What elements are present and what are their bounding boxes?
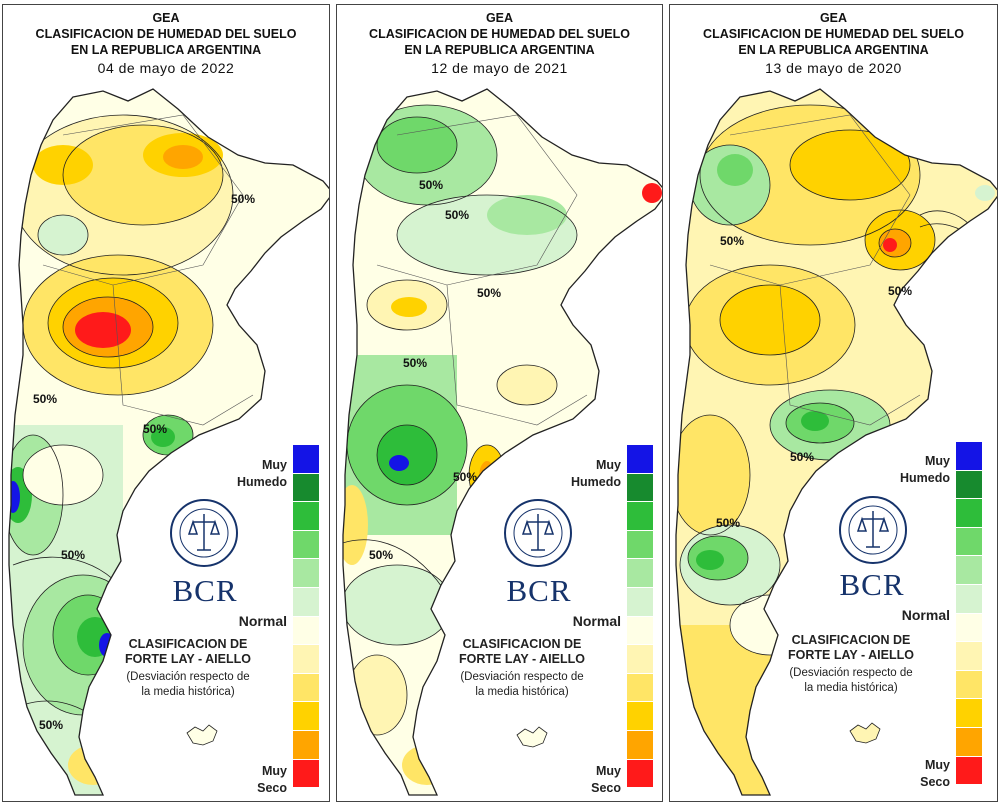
bcr-seal-icon xyxy=(504,499,572,567)
legend-swatch xyxy=(293,502,319,531)
legend-swatch xyxy=(627,530,653,560)
contour-label: 50% xyxy=(369,548,393,562)
map-header: GEA CLASIFICACION DE HUMEDAD DEL SUELO E… xyxy=(337,10,662,78)
malvinas-islands xyxy=(849,722,881,744)
legend-swatch xyxy=(627,759,653,789)
legend-swatch xyxy=(293,673,319,703)
legend-muy-seco: Muy Seco xyxy=(257,764,287,795)
legend-swatch xyxy=(627,673,653,703)
header-title: CLASIFICACION DE HUMEDAD DEL SUELO xyxy=(369,27,630,41)
legend-color-bar xyxy=(956,442,982,786)
map-panel-2020: 50% 50% 50% 50% GEA CLASIFICACION DE HUM… xyxy=(669,4,998,802)
legend-swatch xyxy=(956,556,982,585)
legend-swatch xyxy=(627,730,653,760)
legend-swatch xyxy=(627,587,653,617)
header-region: EN LA REPUBLICA ARGENTINA xyxy=(404,43,595,57)
legend-swatch xyxy=(293,530,319,560)
legend-swatch xyxy=(293,702,319,731)
legend-swatch xyxy=(956,699,982,728)
legend-swatch xyxy=(293,759,319,789)
legend-swatch xyxy=(293,473,319,503)
classification-note: CLASIFICACION DE FORTE LAY - AIELLO (Des… xyxy=(459,637,585,698)
header-region: EN LA REPUBLICA ARGENTINA xyxy=(738,43,929,57)
map-header: GEA CLASIFICACION DE HUMEDAD DEL SUELO E… xyxy=(3,10,329,78)
legend-color-bar xyxy=(293,445,319,789)
legend-swatch xyxy=(627,473,653,503)
legend-swatch xyxy=(293,730,319,760)
map-panel-2021: 50% 50% 50% 50% 50% 50% GEA CLASIFICACIO… xyxy=(336,4,663,802)
header-date: 12 de mayo de 2021 xyxy=(431,60,568,76)
legend-swatch xyxy=(956,642,982,671)
header-agency: GEA xyxy=(152,11,180,25)
legend-normal: Normal xyxy=(238,613,287,629)
legend-muy-humedo: Muy Humedo xyxy=(571,458,621,489)
classification-note: CLASIFICACION DE FORTE LAY - AIELLO (Des… xyxy=(125,637,251,698)
header-agency: GEA xyxy=(485,11,514,25)
legend-swatch xyxy=(956,527,982,557)
bcr-seal-icon xyxy=(839,496,907,564)
legend-swatch xyxy=(293,616,319,646)
header-date: 04 de mayo de 2022 xyxy=(97,60,235,76)
soil-moisture-map: 50% 50% 50% 50% xyxy=(675,88,997,796)
soil-moisture-map: 50% 50% 50% 50% 50% xyxy=(8,88,329,796)
contour-label: 50% xyxy=(477,286,501,300)
contour-label: 50% xyxy=(231,192,255,206)
legend-swatch xyxy=(627,502,653,531)
classification-note: CLASIFICACION DE FORTE LAY - AIELLO (Des… xyxy=(788,633,914,694)
contour-label: 50% xyxy=(453,470,477,484)
legend-swatch xyxy=(627,445,653,474)
legend-normal: Normal xyxy=(572,613,621,629)
legend-swatch xyxy=(956,670,982,700)
legend-swatch xyxy=(627,702,653,731)
bcr-seal-icon xyxy=(170,499,238,567)
legend-swatch xyxy=(293,587,319,617)
contour-label: 50% xyxy=(888,284,912,298)
contour-label: 50% xyxy=(403,356,427,370)
legend-swatch xyxy=(627,616,653,646)
contour-label: 50% xyxy=(716,516,740,530)
legend-swatch xyxy=(956,442,982,471)
contour-label: 50% xyxy=(445,208,469,222)
legend-swatch xyxy=(293,559,319,588)
legend-muy-seco: Muy Seco xyxy=(920,758,950,789)
bcr-logo-text: BCR xyxy=(506,573,572,608)
contour-label: 50% xyxy=(720,234,744,248)
legend-swatch xyxy=(627,645,653,674)
header-region: EN LA REPUBLICA ARGENTINA xyxy=(70,43,262,57)
contour-label: 50% xyxy=(790,450,814,464)
legend-swatch xyxy=(956,584,982,614)
legend-normal: Normal xyxy=(901,607,950,623)
legend-muy-seco: Muy Seco xyxy=(591,764,621,795)
soil-moisture-map: 50% 50% 50% 50% 50% 50% xyxy=(342,88,662,796)
malvinas-islands xyxy=(186,724,218,746)
map-panel-2022: 50% 50% 50% 50% 50% GEA CLASIFICACION DE… xyxy=(2,4,330,802)
header-title: CLASIFICACION DE HUMEDAD DEL SUELO xyxy=(703,27,964,41)
map-header: GEA CLASIFICACION DE HUMEDAD DEL SUELO E… xyxy=(670,10,997,78)
contour-label: 50% xyxy=(143,422,167,436)
header-agency: GEA xyxy=(819,11,848,25)
legend-color-bar xyxy=(627,445,653,789)
legend-muy-humedo: Muy Humedo xyxy=(237,458,287,489)
legend-swatch xyxy=(956,470,982,500)
legend-swatch xyxy=(956,756,982,786)
header-date: 13 de mayo de 2020 xyxy=(765,60,902,76)
malvinas-islands xyxy=(516,726,548,748)
contour-label: 50% xyxy=(39,718,63,732)
contour-label: 50% xyxy=(33,392,57,406)
legend-swatch xyxy=(293,645,319,674)
legend-swatch xyxy=(956,727,982,757)
legend-swatch xyxy=(956,499,982,528)
contour-label: 50% xyxy=(419,178,443,192)
legend-muy-humedo: Muy Humedo xyxy=(900,454,950,485)
legend-swatch xyxy=(627,559,653,588)
bcr-logo-text: BCR xyxy=(839,567,905,602)
contour-label: 50% xyxy=(61,548,85,562)
bcr-logo-text: BCR xyxy=(172,573,238,608)
legend-swatch xyxy=(293,445,319,474)
legend-swatch xyxy=(956,613,982,643)
header-title: CLASIFICACION DE HUMEDAD DEL SUELO xyxy=(35,27,297,41)
